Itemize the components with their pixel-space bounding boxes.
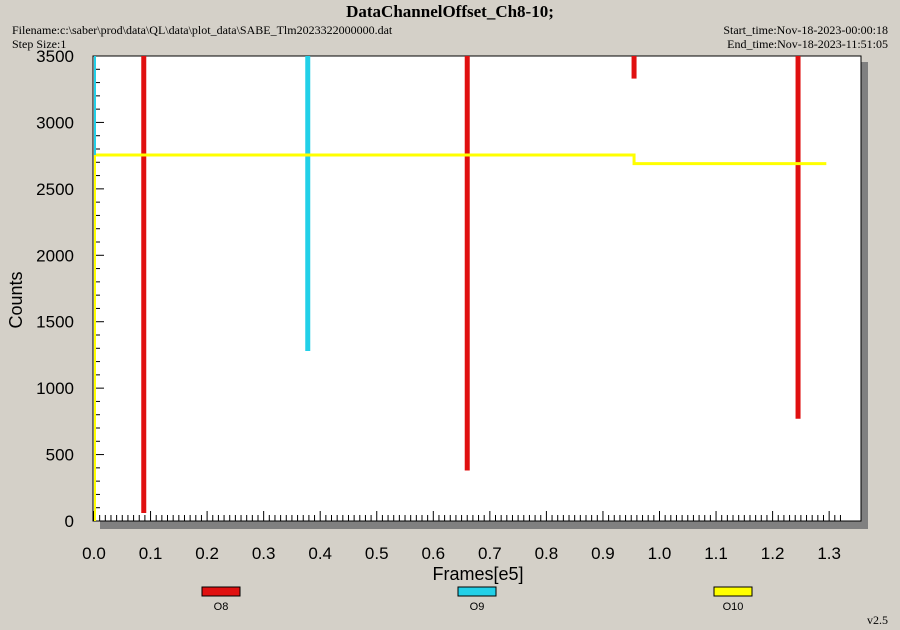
legend-label-o10: O10	[723, 601, 744, 613]
filename-label: Filename:c:\saber\prod\data\QL\data\plot…	[12, 23, 393, 37]
time-info: Start_time:Nov-18-2023-00:00:18 End_time…	[723, 23, 888, 51]
version-label: v2.5	[867, 613, 888, 627]
end-time-label: End_time:Nov-18-2023-11:51:05	[727, 37, 888, 51]
y-tick-label: 2000	[36, 246, 74, 265]
x-tick-label: 0.3	[252, 544, 276, 563]
series-o10-line	[94, 153, 827, 166]
legend-label-o8: O8	[214, 601, 229, 613]
x-tick-label: 1.2	[761, 544, 785, 563]
step-size-label: Step Size:1	[12, 37, 67, 51]
x-tick-label: 0.6	[421, 544, 445, 563]
x-tick-label: 0.0	[82, 544, 106, 563]
x-tick-label: 0.8	[535, 544, 559, 563]
y-tick-label: 1500	[36, 313, 74, 332]
x-tick-label: 1.3	[817, 544, 841, 563]
x-tick-label: 1.1	[704, 544, 728, 563]
y-tick-label: 500	[46, 446, 74, 465]
x-tick-label: 1.0	[648, 544, 672, 563]
y-axis-label: Counts	[6, 271, 26, 328]
y-tick-label: 3500	[36, 47, 74, 66]
legend-label-o9: O9	[470, 601, 485, 613]
legend-swatch-o10	[713, 586, 753, 597]
x-axis: 0.0 0.1 0.2 0.3 0.4 0.5 0.6 0.7 0.8 0.9 1.0 1.1 1.2 1…	[82, 511, 841, 563]
y-tick-label: 3000	[36, 113, 74, 132]
y-tick-label: 0	[65, 512, 74, 531]
x-tick-label: 0.7	[478, 544, 502, 563]
chart-title: DataChannelOffset_Ch8-10;	[346, 2, 554, 21]
file-info: Filename:c:\saber\prod\data\QL\data\plot…	[12, 23, 392, 51]
x-axis-label: Frames[e5]	[432, 564, 523, 584]
x-tick-label: 0.1	[139, 544, 163, 563]
x-tick-label: 0.9	[591, 544, 615, 563]
plot-area	[92, 55, 862, 522]
x-tick-label: 0.5	[365, 544, 389, 563]
start-time-label: Start_time:Nov-18-2023-00:00:18	[723, 23, 888, 37]
legend-swatch-o8	[201, 586, 241, 597]
legend: O8 O9 O10	[201, 586, 753, 613]
legend-swatch-o9	[457, 586, 497, 597]
y-tick-label: 2500	[36, 180, 74, 199]
series-layer	[94, 56, 827, 521]
x-tick-label: 0.2	[195, 544, 219, 563]
y-tick-label: 1000	[36, 379, 74, 398]
y-axis: 0 500 1000 1500 2000 2500 3000 3500	[36, 47, 104, 531]
x-tick-label: 0.4	[308, 544, 332, 563]
